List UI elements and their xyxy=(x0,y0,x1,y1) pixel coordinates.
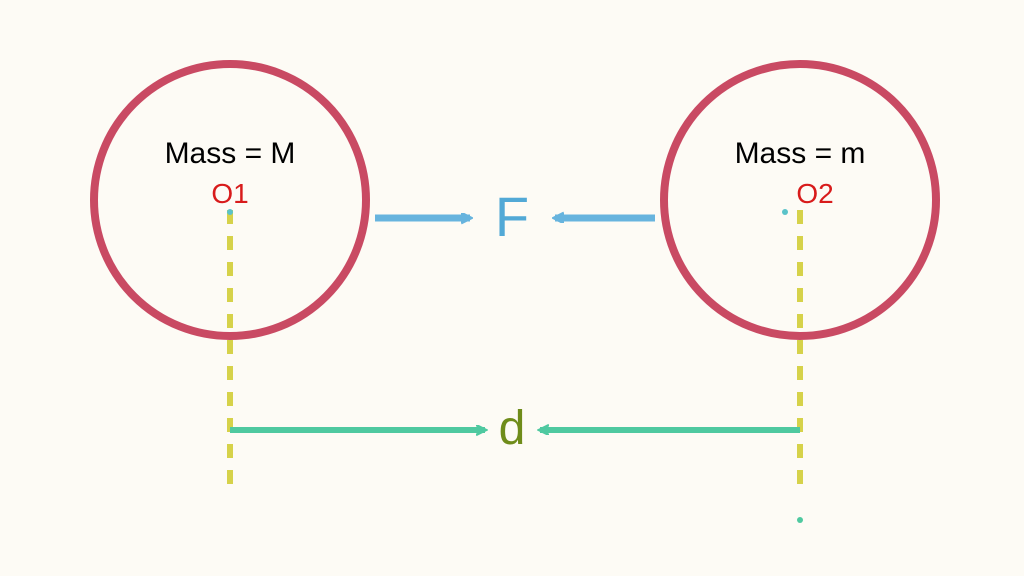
center-label-2: O2 xyxy=(665,178,965,210)
distance-label: d xyxy=(362,401,662,456)
mass-label-1: Mass = M xyxy=(80,137,380,171)
mass-label-2: Mass = m xyxy=(650,137,950,171)
center-label-1: O1 xyxy=(80,178,380,210)
diagram-stage: Mass = M O1 Mass = m O2 F d xyxy=(0,0,1024,576)
force-label: F xyxy=(362,184,662,249)
